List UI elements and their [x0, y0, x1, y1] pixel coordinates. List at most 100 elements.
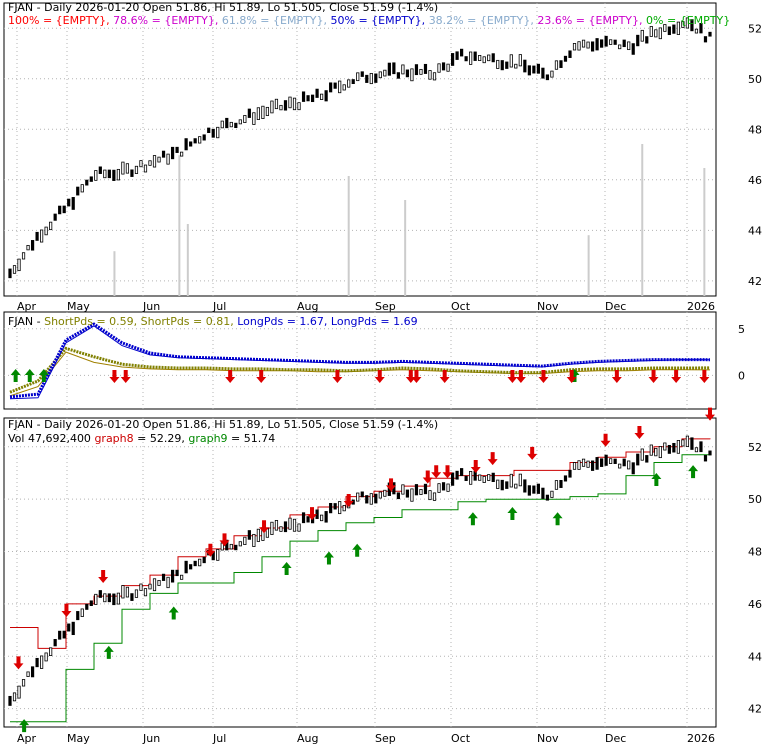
- price-bar: [292, 97, 297, 111]
- graph-price-bar: [170, 569, 175, 583]
- graph-price-bar: [256, 528, 260, 542]
- price-bar: [527, 65, 531, 76]
- price-bar: [658, 27, 662, 40]
- sell-signal-arrow: [611, 370, 622, 383]
- graph-gridlines: [4, 418, 716, 727]
- price-bar: [600, 39, 604, 48]
- price-bar: [351, 79, 355, 85]
- graph-buy-arrow: [688, 465, 699, 479]
- graph-series-line: [10, 453, 711, 723]
- price-bar: [581, 39, 586, 48]
- graph-price-bar: [356, 492, 360, 502]
- price-bar: [53, 213, 57, 221]
- price-bar: [505, 61, 509, 69]
- graph-price-bar: [270, 521, 274, 535]
- graph-price-bar: [8, 695, 12, 706]
- price-bar: [654, 29, 658, 38]
- graph-price-bar: [161, 573, 166, 581]
- price-bar: [180, 151, 184, 157]
- graph-price-bar: [121, 585, 125, 599]
- price-bar: [636, 34, 640, 47]
- graph-price-bar: [103, 593, 107, 603]
- price-x-tick: Apr: [17, 300, 37, 313]
- sell-signal-arrow: [439, 370, 450, 383]
- graph-price-bar: [636, 453, 640, 466]
- graph-price-bar: [681, 439, 685, 447]
- graph-price-bar: [423, 483, 428, 495]
- graph-price-bar: [116, 592, 120, 605]
- graph-signals: [13, 407, 715, 733]
- graph-price-bar: [180, 574, 184, 580]
- graph-sell-arrow: [431, 465, 442, 479]
- graph-price-bar: [667, 444, 671, 454]
- oscillator-series-line: [9, 346, 711, 394]
- price-bar: [229, 121, 233, 128]
- price-bar: [306, 95, 310, 102]
- graph-price-bar: [460, 468, 464, 476]
- graph-price-bar: [184, 560, 188, 574]
- graph-x-tick: Apr: [17, 732, 37, 745]
- price-bar: [703, 36, 708, 43]
- price-bar: [586, 41, 590, 49]
- price-bar: [148, 160, 152, 166]
- fib-level-38: 38.2% = {EMPTY},: [429, 14, 534, 27]
- price-bar: [94, 170, 98, 181]
- price-bar: [532, 65, 536, 74]
- shortpds-a-label: ShortPds = 0.59,: [44, 315, 137, 328]
- graph-sell-arrow: [487, 452, 498, 466]
- graph-x-tick: May: [67, 732, 90, 745]
- sell-signal-arrow: [648, 370, 659, 383]
- price-bar: [518, 54, 522, 67]
- graph-y-tick: 44: [748, 650, 762, 663]
- graph-price-bar: [441, 482, 446, 491]
- price-bar: [103, 169, 107, 179]
- sell-signal-arrow: [256, 370, 267, 383]
- oscillator-lines: [9, 322, 711, 400]
- graph-price-bar: [107, 593, 111, 603]
- graph-sell-arrow: [600, 433, 611, 447]
- price-bar: [21, 252, 26, 260]
- price-bar: [577, 41, 581, 51]
- volume-label: Vol 47,692,400: [8, 432, 91, 445]
- price-bar: [523, 59, 527, 73]
- price-bar: [414, 64, 419, 76]
- graph-price-bar: [333, 503, 337, 510]
- graph-price-bar: [243, 536, 247, 545]
- price-bar: [378, 71, 382, 79]
- graph-price-bar: [166, 576, 170, 589]
- price-bar: [279, 104, 283, 111]
- graph-sell-arrow: [442, 465, 453, 479]
- volume-bars: [113, 144, 706, 296]
- price-bar: [649, 26, 653, 37]
- graph-price-bar: [53, 639, 57, 647]
- price-bar: [71, 197, 75, 210]
- price-bar: [627, 41, 631, 51]
- price-bar: [419, 68, 423, 75]
- sell-signal-arrow: [120, 370, 131, 383]
- price-panel-frame: [3, 2, 717, 297]
- price-x-tick: Sep: [375, 300, 396, 313]
- graph-sell-arrow: [13, 656, 24, 670]
- graph-price-bar: [690, 437, 694, 450]
- graph-sell-arrow: [61, 604, 72, 618]
- price-bar: [491, 53, 495, 63]
- price-bar: [383, 69, 387, 77]
- graph-price-bar: [609, 458, 613, 464]
- graph-price-bar: [572, 462, 577, 470]
- price-bar: [216, 126, 220, 139]
- price-bar: [437, 63, 441, 73]
- price-bar: [333, 82, 337, 89]
- graph-price-bar: [44, 652, 48, 662]
- price-bar: [469, 51, 473, 65]
- sell-signal-arrow: [411, 370, 422, 383]
- graph-price-bar: [152, 578, 157, 592]
- price-graph-panel: 42 44 46 48 50 52 Apr May Jun Jul Aug Sep Oct Nov Dec…: [3, 407, 762, 745]
- graph-buy-arrow: [352, 543, 363, 557]
- price-bar: [441, 62, 446, 71]
- price-bar: [157, 156, 161, 163]
- price-bar: [324, 90, 328, 102]
- price-bar: [423, 63, 428, 74]
- graph-y-tick: 46: [748, 598, 762, 611]
- graph-x-tick: Aug: [297, 732, 318, 745]
